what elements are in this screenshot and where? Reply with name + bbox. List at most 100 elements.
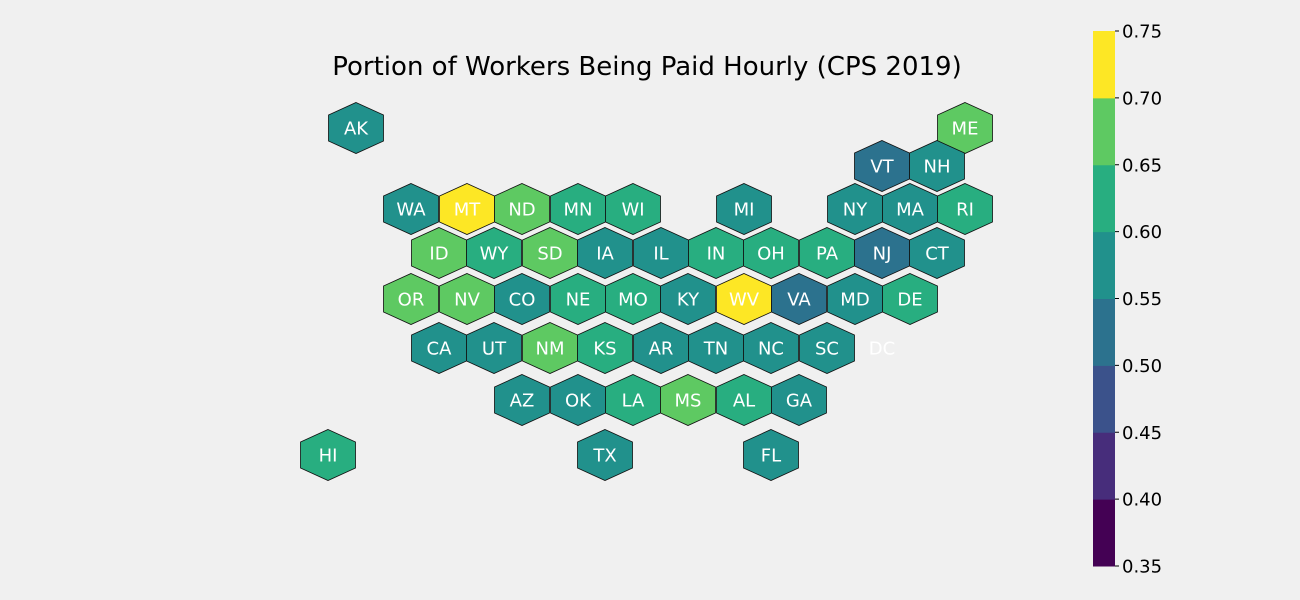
hex-shape-az: [494, 374, 550, 426]
hex-tile-va: VA: [771, 273, 827, 325]
state-label-fl: FL: [761, 446, 781, 467]
hex-tile-ny: NY: [827, 183, 883, 235]
hex-shape-ks: [577, 322, 633, 374]
hex-tile-pa: PA: [799, 227, 855, 279]
hex-tile-il: IL: [633, 227, 689, 279]
state-label-vt: VT: [870, 157, 894, 178]
hex-tile-hi: HI: [300, 429, 356, 481]
state-label-ga: GA: [786, 391, 813, 412]
hex-shape-nc: [743, 322, 799, 374]
hex-shape-ga: [771, 374, 827, 426]
hex-shape-wy: [466, 227, 522, 279]
hex-shape-de: [882, 273, 938, 325]
state-label-md: MD: [840, 290, 869, 311]
colorbar-bin-2: [1093, 365, 1115, 433]
hex-shape-ms: [660, 374, 716, 426]
hex-tile-sc: SC: [799, 322, 855, 374]
hex-tile-tn: TN: [688, 322, 744, 374]
hex-tile-nd: ND: [494, 183, 550, 235]
state-label-wy: WY: [480, 244, 510, 265]
hex-tile-ar: AR: [633, 322, 689, 374]
hex-tile-az: AZ: [494, 374, 550, 426]
hex-tile-ct: CT: [909, 227, 965, 279]
hex-shape-ut: [466, 322, 522, 374]
colorbar-tick-label: 0.55: [1122, 289, 1162, 310]
state-label-nj: NJ: [873, 244, 892, 265]
state-label-sc: SC: [815, 339, 839, 360]
colorbar-bin-6: [1093, 97, 1115, 166]
state-label-mn: MN: [564, 200, 593, 221]
hex-shape-nh: [909, 140, 965, 192]
hex-tile-ca: CA: [411, 322, 467, 374]
hex-tile-ne: NE: [550, 273, 606, 325]
hex-shape-tx: [577, 429, 633, 481]
hex-tile-sd: SD: [522, 227, 578, 279]
hex-tile-layer: AK ME VT NH WA MT ND MN WI MI NY MA RI ID WY SD IA IL IN OH…: [300, 102, 993, 481]
state-label-nc: NC: [758, 339, 784, 360]
state-label-al: AL: [733, 391, 755, 412]
state-label-sd: SD: [537, 244, 562, 265]
colorbar-tick-label: 0.75: [1122, 22, 1162, 43]
colorbar-tick-label: 0.65: [1122, 155, 1162, 176]
hex-shape-ia: [577, 227, 633, 279]
state-label-me: ME: [952, 119, 979, 140]
chart-title: Portion of Workers Being Paid Hourly (CP…: [332, 52, 961, 82]
state-label-ks: KS: [593, 339, 616, 360]
hex-shape-sc: [799, 322, 855, 374]
hex-tile-la: LA: [605, 374, 661, 426]
hex-tile-nh: NH: [909, 140, 965, 192]
state-label-ri: RI: [956, 200, 974, 221]
state-label-id: ID: [429, 244, 448, 265]
state-label-nh: NH: [924, 157, 951, 178]
hex-tile-ut: UT: [466, 322, 522, 374]
hex-shape-fl: [743, 429, 799, 481]
hex-tile-ga: GA: [771, 374, 827, 426]
state-label-ma: MA: [896, 200, 925, 221]
state-label-pa: PA: [816, 244, 839, 265]
hex-tile-ok: OK: [550, 374, 606, 426]
hex-shape-mi: [716, 183, 772, 235]
state-label-il: IL: [653, 244, 668, 265]
hex-tile-vt: VT: [854, 140, 910, 192]
state-label-ct: CT: [925, 244, 950, 265]
state-label-ak: AK: [344, 119, 369, 140]
state-label-ia: IA: [596, 244, 614, 265]
colorbar-tick-label: 0.35: [1122, 557, 1162, 578]
state-label-wa: WA: [396, 200, 426, 221]
hex-shape-ky: [660, 273, 716, 325]
colorbar-tick-label: 0.60: [1122, 222, 1162, 243]
hex-tile-nc: NC: [743, 322, 799, 374]
hex-tile-ia: IA: [577, 227, 633, 279]
state-label-va: VA: [787, 290, 811, 311]
state-label-ok: OK: [565, 391, 592, 412]
colorbar-tick-label: 0.70: [1122, 88, 1162, 109]
state-label-oh: OH: [757, 244, 785, 265]
state-label-ky: KY: [677, 290, 700, 311]
hex-tile-ks: KS: [577, 322, 633, 374]
hex-shape-va: [771, 273, 827, 325]
state-label-az: AZ: [510, 391, 535, 412]
state-label-mo: MO: [618, 290, 648, 311]
hex-tile-oh: OH: [743, 227, 799, 279]
colorbar-tick-label: 0.45: [1122, 423, 1162, 444]
state-label-in: IN: [707, 244, 726, 265]
colorbar-bin-7: [1093, 31, 1115, 99]
hex-shape-ak: [328, 102, 384, 154]
hex-shape-wi: [605, 183, 661, 235]
state-label-ny: NY: [843, 200, 868, 221]
hex-tile-co: CO: [494, 273, 550, 325]
colorbar-bin-0: [1093, 499, 1115, 567]
colorbar-tick-label: 0.50: [1122, 356, 1162, 377]
hex-tile-id: ID: [411, 227, 467, 279]
state-label-tn: TN: [703, 339, 728, 360]
hex-tile-md: MD: [827, 273, 883, 325]
hex-tile-dc: DC: [869, 339, 895, 360]
state-label-ne: NE: [566, 290, 591, 311]
colorbar-bin-5: [1093, 164, 1115, 233]
hex-tile-mn: MN: [550, 183, 606, 235]
state-label-dc: DC: [869, 339, 895, 360]
hex-shape-co: [494, 273, 550, 325]
hex-tile-nv: NV: [439, 273, 495, 325]
state-label-ca: CA: [427, 339, 453, 360]
hex-tile-in: IN: [688, 227, 744, 279]
